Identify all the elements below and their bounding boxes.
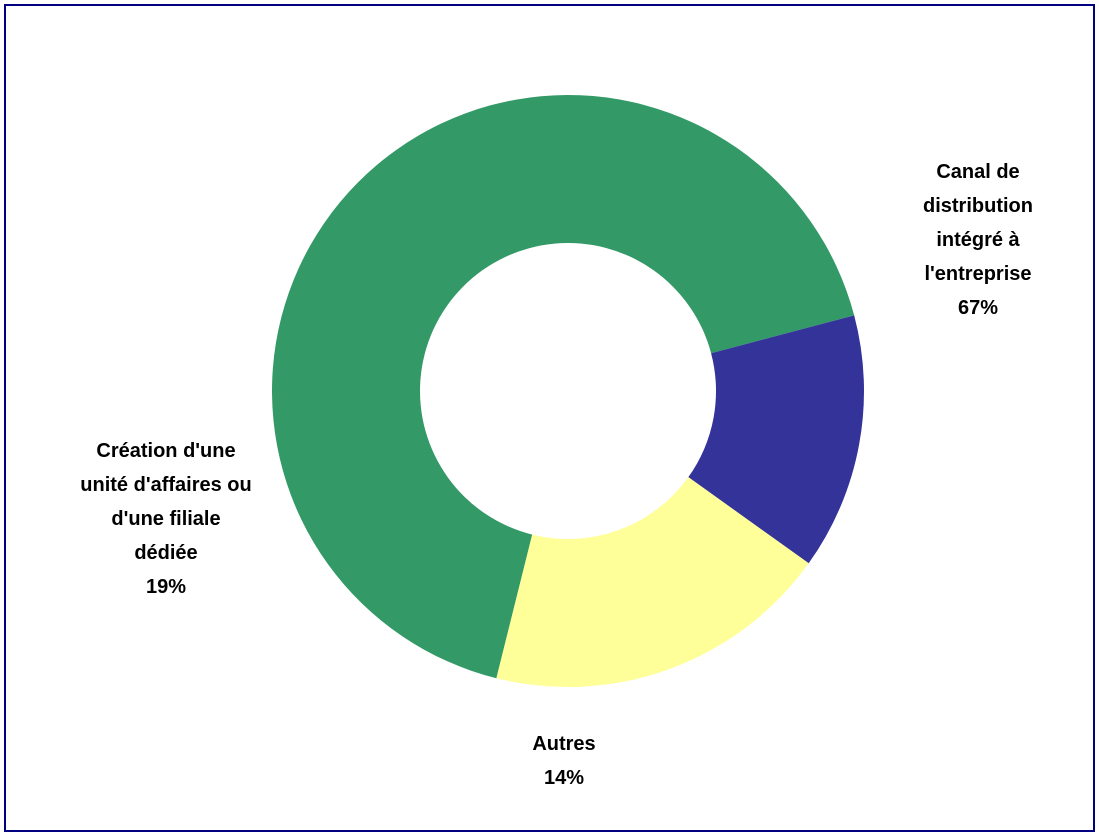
labels-group: Canal de distribution intégré à l'entrepris…	[80, 161, 1033, 789]
slice-label-1: Autres 14%	[532, 733, 595, 789]
slice-0	[272, 95, 855, 679]
slice-1	[688, 315, 864, 564]
slice-label-line: Canal de	[936, 161, 1019, 183]
slice-label-line: l'entreprise	[924, 263, 1031, 285]
slice-label-line: unité d'affaires ou	[80, 474, 251, 496]
slice-label-line: intégré à	[936, 229, 1020, 251]
slice-label-line: Autres	[532, 733, 595, 755]
slice-value-label: 67%	[958, 297, 998, 319]
slice-label-line: dédiée	[134, 542, 197, 564]
slice-label-2: Création d'une unité d'affaires ou d'une f…	[80, 440, 251, 598]
slice-value-label: 14%	[544, 767, 584, 789]
slices-group	[272, 95, 864, 687]
slice-2	[496, 477, 809, 687]
slice-label-line: d'une filiale	[111, 508, 220, 530]
slice-label-line: distribution	[923, 195, 1033, 217]
slice-value-label: 19%	[146, 576, 186, 598]
slice-label-line: Création d'une	[96, 440, 235, 462]
slice-label-0: Canal de distribution intégré à l'entrepris…	[923, 161, 1033, 319]
